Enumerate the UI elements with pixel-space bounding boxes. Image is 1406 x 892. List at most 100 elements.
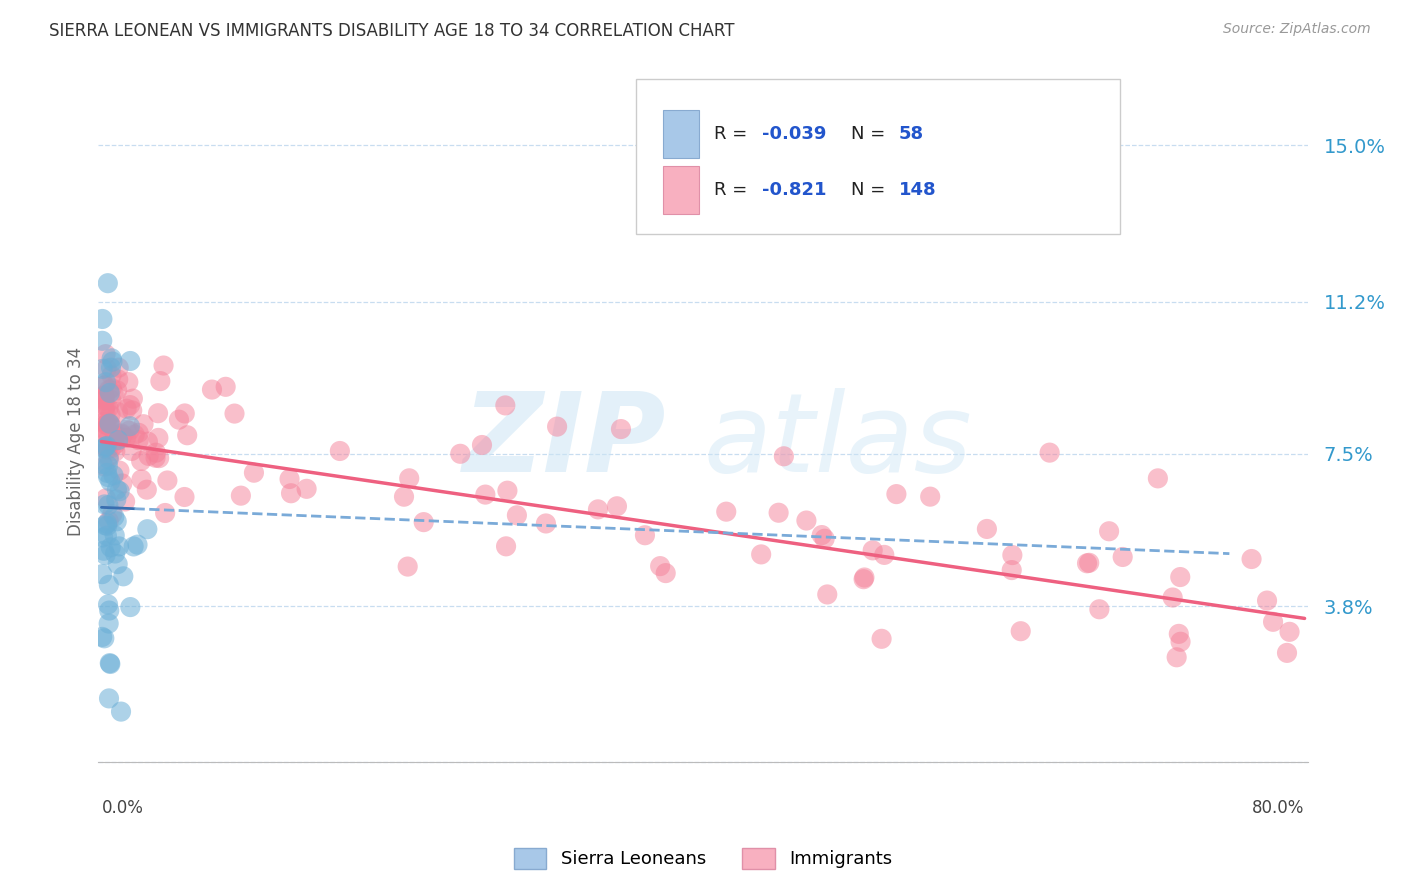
Point — [121, 403, 143, 417]
Point — [98, 383, 121, 397]
Point — [94, 347, 117, 361]
Point — [120, 600, 142, 615]
Point — [103, 509, 125, 524]
Point — [97, 418, 120, 433]
Point — [96, 442, 118, 457]
Point — [1088, 602, 1111, 616]
Point — [862, 543, 884, 558]
FancyBboxPatch shape — [637, 78, 1121, 235]
Point — [145, 450, 167, 465]
Point — [93, 392, 115, 407]
Point — [93, 424, 115, 438]
Point — [610, 422, 633, 436]
Point — [112, 569, 135, 583]
Point — [1256, 593, 1278, 607]
Point — [1147, 471, 1170, 485]
Point — [91, 567, 114, 582]
Point — [852, 572, 875, 586]
Point — [115, 423, 138, 437]
Point — [398, 471, 420, 485]
Point — [94, 518, 117, 533]
Point — [474, 487, 496, 501]
Point — [110, 426, 132, 441]
Point — [100, 408, 122, 422]
Point — [1278, 624, 1301, 639]
Point — [1161, 591, 1184, 605]
FancyBboxPatch shape — [664, 166, 699, 214]
Text: 0.0%: 0.0% — [101, 799, 143, 817]
Point — [121, 444, 143, 458]
Point — [101, 381, 124, 395]
Point — [650, 559, 672, 574]
Point — [96, 516, 118, 531]
Point — [114, 494, 136, 508]
Point — [96, 417, 118, 432]
Point — [94, 491, 117, 506]
Point — [107, 405, 129, 419]
Point — [103, 468, 125, 483]
Point — [1166, 650, 1188, 665]
Point — [329, 444, 352, 458]
Point — [131, 473, 153, 487]
Y-axis label: Disability Age 18 to 34: Disability Age 18 to 34 — [66, 347, 84, 536]
Point — [149, 374, 172, 388]
Point — [94, 417, 117, 432]
Point — [1261, 615, 1284, 629]
Point — [920, 490, 942, 504]
Point — [98, 385, 121, 400]
Point — [96, 440, 118, 454]
Point — [173, 490, 195, 504]
Point — [136, 522, 159, 536]
Point — [810, 528, 832, 542]
Point — [229, 489, 252, 503]
Point — [111, 476, 134, 491]
Point — [1076, 557, 1098, 571]
Point — [104, 444, 127, 458]
Point — [91, 312, 114, 326]
Point — [201, 383, 224, 397]
Point — [105, 492, 128, 507]
Point — [98, 417, 121, 431]
Point — [91, 531, 114, 545]
Point — [853, 570, 876, 584]
Point — [138, 449, 160, 463]
Point — [128, 425, 150, 440]
Point — [107, 433, 129, 447]
Point — [93, 426, 115, 441]
Point — [534, 516, 557, 531]
Point — [494, 399, 516, 413]
Point — [101, 354, 124, 368]
Point — [136, 434, 159, 449]
Point — [107, 557, 129, 571]
Point — [124, 427, 146, 442]
Point — [98, 657, 121, 671]
Point — [815, 587, 838, 601]
Point — [120, 398, 142, 412]
Point — [93, 497, 115, 511]
Point — [96, 529, 118, 543]
Point — [94, 406, 117, 420]
Point — [108, 464, 131, 478]
Point — [104, 438, 127, 452]
Point — [103, 386, 125, 401]
Point — [103, 428, 125, 442]
Point — [97, 401, 120, 416]
Point — [98, 475, 121, 489]
Point — [93, 388, 115, 402]
Text: R =: R = — [714, 125, 747, 143]
Point — [129, 454, 152, 468]
Point — [97, 616, 120, 631]
Point — [412, 515, 434, 529]
Point — [214, 380, 236, 394]
Point — [105, 483, 128, 497]
Point — [449, 447, 471, 461]
Point — [148, 451, 170, 466]
Point — [135, 483, 157, 497]
Point — [93, 389, 115, 403]
Point — [96, 439, 118, 453]
Point — [104, 528, 127, 542]
Point — [128, 433, 150, 447]
Point — [1167, 627, 1189, 641]
Point — [108, 484, 131, 499]
Point — [1170, 634, 1192, 648]
